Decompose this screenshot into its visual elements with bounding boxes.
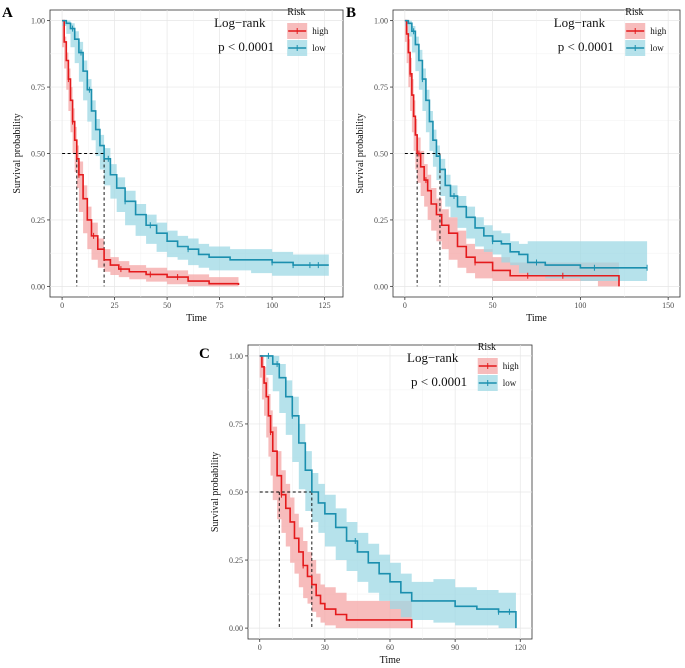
survival-curve-high: [404, 19, 620, 287]
survival-curve-high: [62, 19, 240, 286]
x-tick-label: 0: [60, 301, 64, 310]
median-lines: [404, 153, 441, 287]
x-tick-label: 0: [403, 301, 407, 310]
x-tick-label: 0: [258, 643, 262, 652]
legend-label-high: high: [312, 26, 329, 36]
y-tick-label: 0.00: [229, 624, 243, 633]
median-lines: [259, 491, 313, 629]
x-tick-label: 150: [662, 301, 674, 310]
x-tick-label: 100: [574, 301, 586, 310]
legend-title: Risk: [287, 7, 305, 18]
x-tick-label: 50: [163, 301, 171, 310]
y-tick-label: 0.75: [229, 420, 243, 429]
legend-label-low: low: [312, 43, 326, 53]
y-axis-title: Survival probability: [12, 113, 23, 193]
legend: Risk high low: [625, 7, 667, 56]
y-tick-label: 0.50: [31, 150, 45, 159]
legend: Risk high low: [477, 342, 520, 391]
legend-title: Risk: [625, 7, 643, 18]
legend-label-low: low: [650, 43, 664, 53]
x-tick-label: 100: [266, 301, 278, 310]
x-tick-label: 30: [321, 643, 329, 652]
panel-a: 0.00 0.25 0.50 0.75 1.00 0 25 50 75 100 125 Time Sur…: [2, 5, 344, 324]
panel-letter: B: [346, 5, 356, 21]
survival-curve-high: [259, 355, 413, 629]
panel-letter: A: [2, 5, 13, 21]
ci-band-low: [62, 20, 329, 276]
survival-curve-low: [62, 19, 329, 266]
ci-band-high: [259, 355, 412, 629]
logrank-label: Log−rank: [407, 350, 459, 365]
y-tick-label: 1.00: [229, 352, 243, 361]
x-tick-label: 120: [514, 643, 526, 652]
legend-title: Risk: [478, 342, 496, 353]
legend-label-high: high: [503, 361, 520, 371]
y-tick-label: 0.00: [374, 282, 388, 291]
x-tick-label: 50: [489, 301, 497, 310]
legend-label-low: low: [503, 378, 517, 388]
x-tick-label: 25: [111, 301, 119, 310]
y-axis-title: Survival probability: [210, 452, 221, 532]
survival-curve-low: [259, 355, 517, 629]
x-axis-title: Time: [526, 313, 547, 324]
y-tick-label: 0.50: [374, 150, 388, 159]
y-axis-title: Survival probability: [355, 113, 366, 193]
y-tick-label: 0.00: [31, 282, 45, 291]
logrank-label: Log−rank: [214, 15, 266, 30]
x-tick-label: 90: [451, 643, 459, 652]
x-axis-title: Time: [380, 655, 401, 666]
x-tick-label: 75: [216, 301, 224, 310]
panel-b: 0.00 0.25 0.50 0.75 1.00 0 50 100 150 Time Surviva…: [346, 5, 681, 324]
y-tick-label: 0.25: [229, 556, 243, 565]
legend: Risk high low: [287, 7, 329, 56]
y-tick-label: 0.25: [374, 216, 388, 225]
y-tick-label: 0.75: [374, 83, 388, 92]
x-tick-label: 125: [319, 301, 331, 310]
x-tick-label: 60: [386, 643, 394, 652]
y-tick-label: 0.25: [31, 216, 45, 225]
y-tick-label: 0.75: [31, 83, 45, 92]
y-tick-label: 1.00: [31, 17, 45, 26]
y-tick-label: 0.50: [229, 488, 243, 497]
ci-band-low: [404, 20, 648, 282]
p-value-label: p < 0.0001: [558, 39, 614, 54]
legend-label-high: high: [650, 26, 667, 36]
p-value-label: p < 0.0001: [411, 374, 467, 389]
survival-curve-low: [404, 19, 648, 269]
panel-c: 0.00 0.25 0.50 0.75 1.00 0 30 60 90 120 Time Surviv…: [199, 342, 533, 666]
y-tick-label: 1.00: [374, 17, 388, 26]
x-axis-title: Time: [186, 313, 207, 324]
p-value-label: p < 0.0001: [218, 39, 274, 54]
median-lines: [62, 153, 105, 287]
logrank-label: Log−rank: [554, 15, 606, 30]
panel-letter: C: [199, 346, 210, 362]
